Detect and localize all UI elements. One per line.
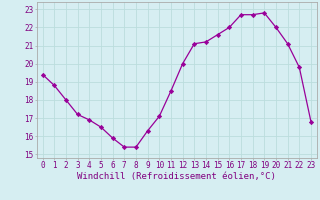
X-axis label: Windchill (Refroidissement éolien,°C): Windchill (Refroidissement éolien,°C)	[77, 172, 276, 181]
